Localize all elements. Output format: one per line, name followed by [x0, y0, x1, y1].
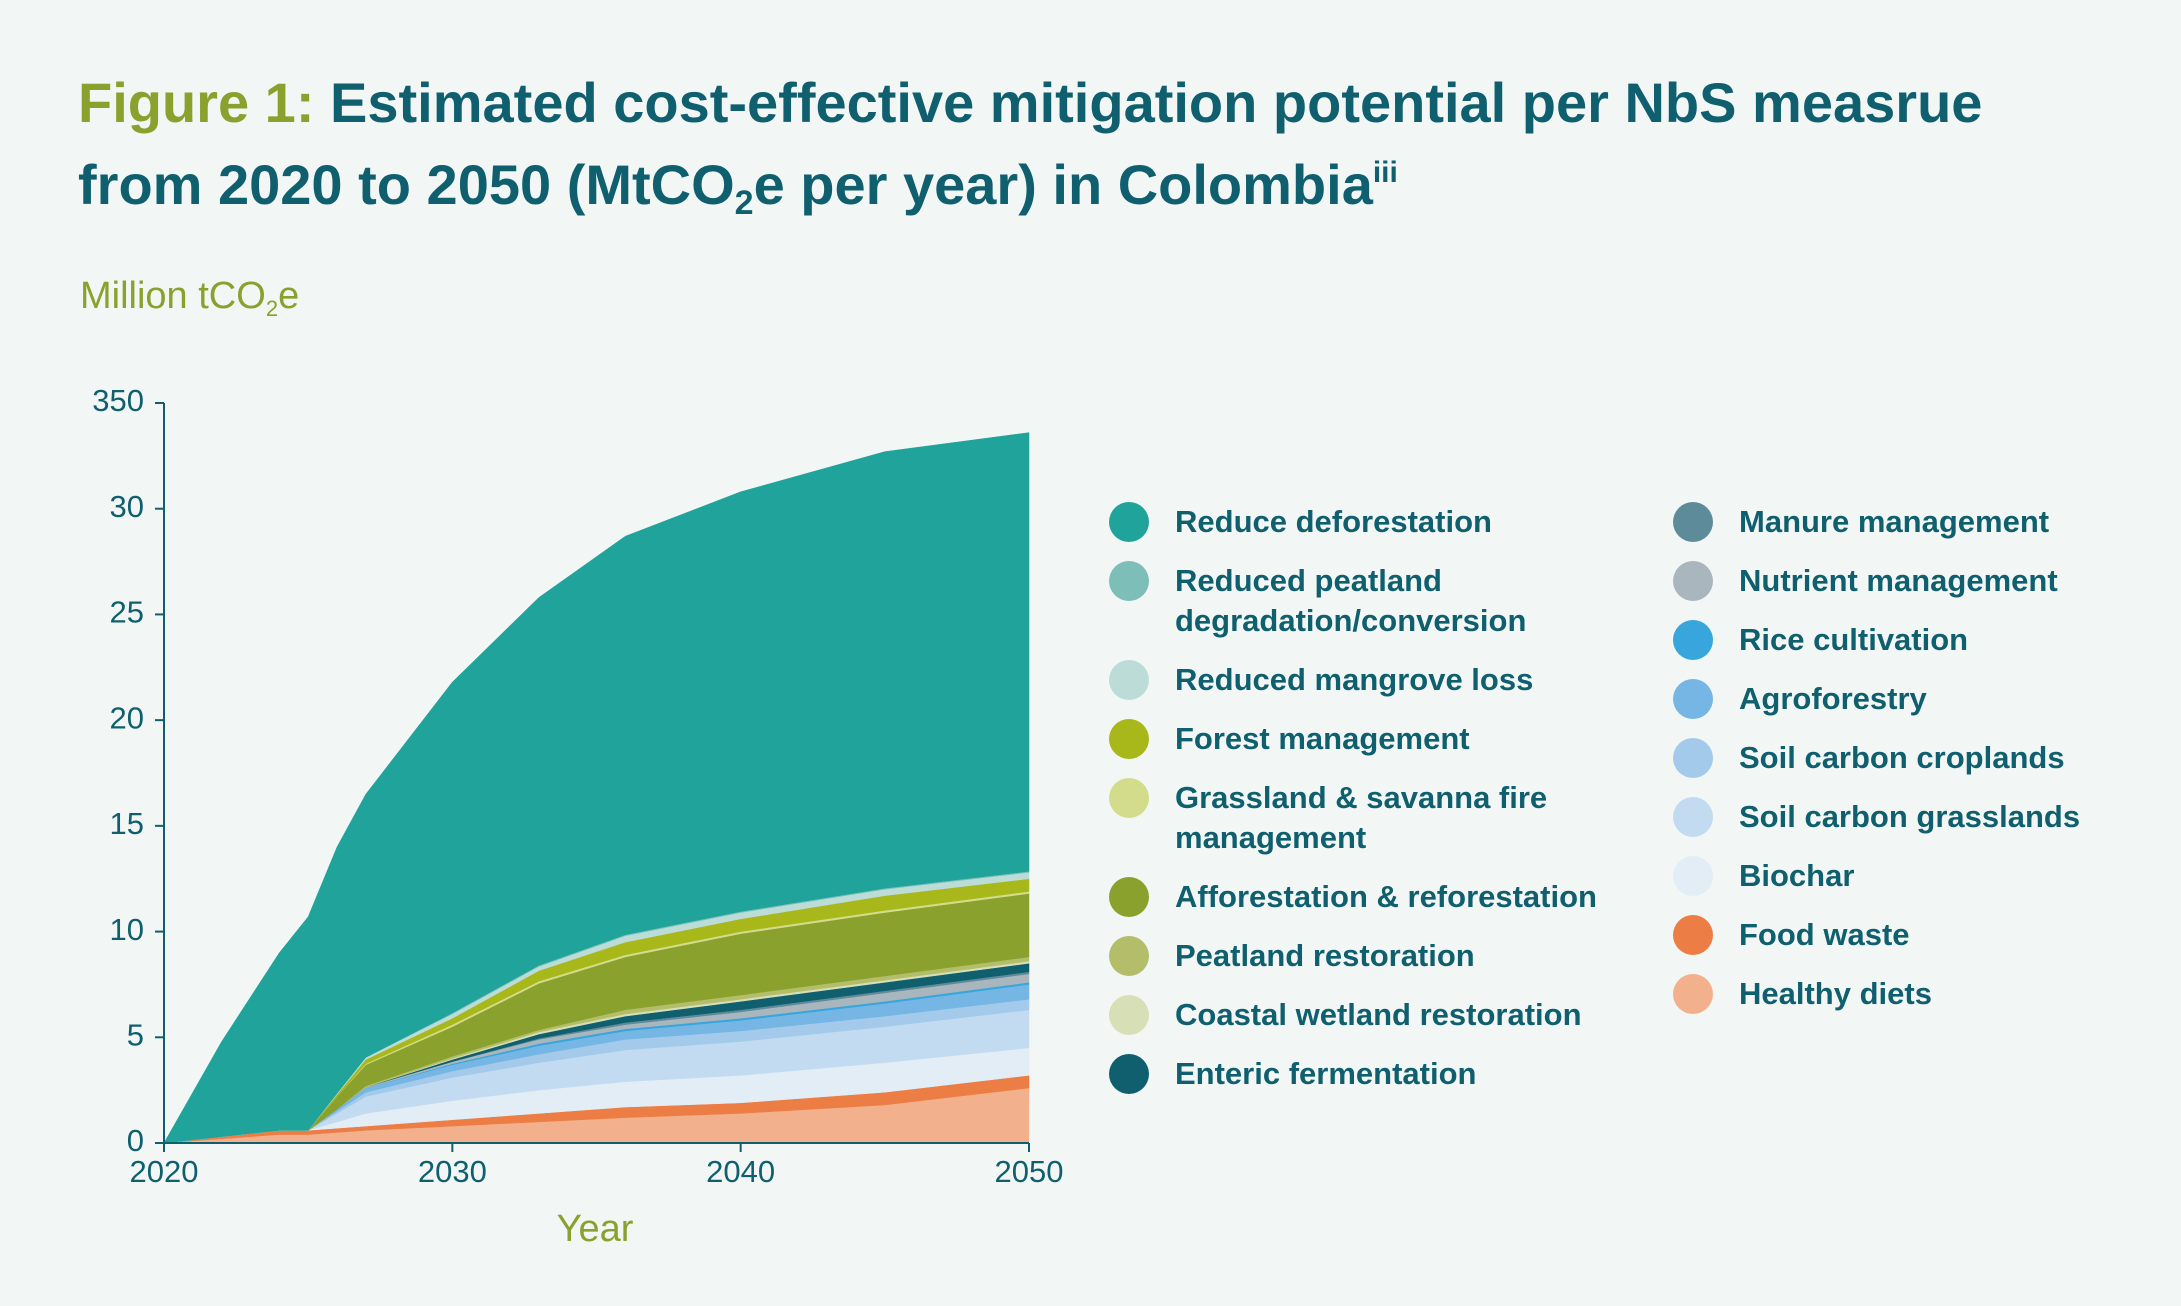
title-text: Estimated cost-effective mitigation pote…: [78, 71, 1983, 216]
legend-item: Rice cultivation: [1673, 620, 2181, 660]
y-tick-label: 25: [110, 595, 144, 630]
legend-label: Biochar: [1739, 858, 1855, 893]
legend-item: Enteric fermentation: [1109, 1054, 1645, 1094]
legend-label: Peatland restoration: [1175, 938, 1475, 973]
legend-swatch: [1673, 561, 1713, 601]
legend-item: Reduced peatland degradation/conversion: [1109, 561, 1645, 641]
legend-label: Food waste: [1739, 917, 1910, 952]
legend-label: Coastal wetland restoration: [1175, 997, 1582, 1032]
legend-item: Reduced mangrove loss: [1109, 660, 1645, 700]
chart-title: Figure 1: Estimated cost-effective mitig…: [78, 62, 2038, 226]
legend-swatch: [1673, 620, 1713, 660]
legend-label: Reduced peatland degradation/conversion: [1175, 563, 1527, 638]
y-tick-label: 0: [127, 1123, 144, 1158]
legend-swatch: [1673, 502, 1713, 542]
legend-swatch: [1109, 995, 1149, 1035]
legend-item: Reduce deforestation: [1109, 502, 1645, 542]
legend-item: Grassland & savanna fire management: [1109, 778, 1645, 858]
legend-label: Nutrient management: [1739, 563, 2058, 598]
area: [163, 432, 1030, 1144]
y-tick-label: 10: [110, 912, 144, 947]
title-subscript: 2: [734, 184, 754, 222]
y-tick-label: 20: [110, 700, 144, 735]
legend-item: Food waste: [1673, 915, 2181, 955]
legend: Manure management Nutrient management Rice…: [1673, 502, 2181, 1014]
legend-swatch: [1673, 797, 1713, 837]
legend: Reduce deforestation Reduced peatland deg…: [1109, 502, 1645, 1094]
legend-swatch: [1109, 561, 1149, 601]
x-axis-label: Year: [557, 1208, 634, 1250]
legend-label: Reduced mangrove loss: [1175, 662, 1534, 697]
legend-label: Soil carbon croplands: [1739, 740, 2065, 775]
legend-swatch: [1673, 974, 1713, 1014]
legend-item: Forest management: [1109, 719, 1645, 759]
legend-label: Enteric fermentation: [1175, 1056, 1477, 1091]
legend-label: Agroforestry: [1739, 681, 1927, 716]
legend-item: Coastal wetland restoration: [1109, 995, 1645, 1035]
legend-item: Healthy diets: [1673, 974, 2181, 1014]
legend-swatch: [1109, 660, 1149, 700]
figure-label: Figure 1:: [78, 71, 315, 134]
legend-item: Soil carbon grasslands: [1673, 797, 2181, 837]
y-axis-label: Million tCO2e: [80, 275, 300, 321]
legend-item: Manure management: [1673, 502, 2181, 542]
legend-swatch: [1109, 936, 1149, 976]
x-tick-label: 2030: [418, 1154, 487, 1189]
legend-label: Healthy diets: [1739, 976, 1932, 1011]
legend-swatch: [1109, 778, 1149, 818]
legend-item: Biochar: [1673, 856, 2181, 896]
legend-label: Afforestation & reforestation: [1175, 879, 1597, 914]
legend-label: Manure management: [1739, 504, 2050, 539]
legend-label: Forest management: [1175, 721, 1470, 756]
y-tick-label: 350: [92, 383, 144, 418]
legend-label: Soil carbon grasslands: [1739, 799, 2081, 834]
legend-item: Soil carbon croplands: [1673, 738, 2181, 778]
legend-swatch: [1673, 915, 1713, 955]
legend-swatch: [1673, 738, 1713, 778]
legend-label: Reduce deforestation: [1175, 504, 1492, 539]
legend-swatch: [1109, 502, 1149, 542]
legend-item: Afforestation & reforestation: [1109, 877, 1645, 917]
legend-item: Agroforestry: [1673, 679, 2181, 719]
y-label-subscript: 2: [265, 296, 279, 321]
legend-swatch: [1673, 856, 1713, 896]
legend-swatch: [1673, 679, 1713, 719]
x-tick-label: 2020: [130, 1154, 199, 1189]
legend-swatch: [1109, 877, 1149, 917]
y-tick-label: 5: [127, 1017, 144, 1052]
legend-swatch: [1109, 719, 1149, 759]
legend-item: Peatland restoration: [1109, 936, 1645, 976]
legend-label: Rice cultivation: [1739, 622, 1969, 657]
legend-swatch: [1109, 1054, 1149, 1094]
y-tick-label: 30: [110, 489, 144, 524]
x-tick-label: 2050: [995, 1154, 1064, 1189]
title-superscript: iii: [1372, 156, 1398, 189]
legend-item: Nutrient management: [1673, 561, 2181, 601]
legend-label: Grassland & savanna fire management: [1175, 780, 1548, 855]
title-text: e per year) in Colombia: [753, 153, 1373, 216]
y-label-text: Million tCO: [80, 275, 266, 317]
y-tick-label: 15: [110, 806, 144, 841]
y-label-text: e: [278, 275, 300, 317]
x-tick-label: 2040: [706, 1154, 775, 1189]
